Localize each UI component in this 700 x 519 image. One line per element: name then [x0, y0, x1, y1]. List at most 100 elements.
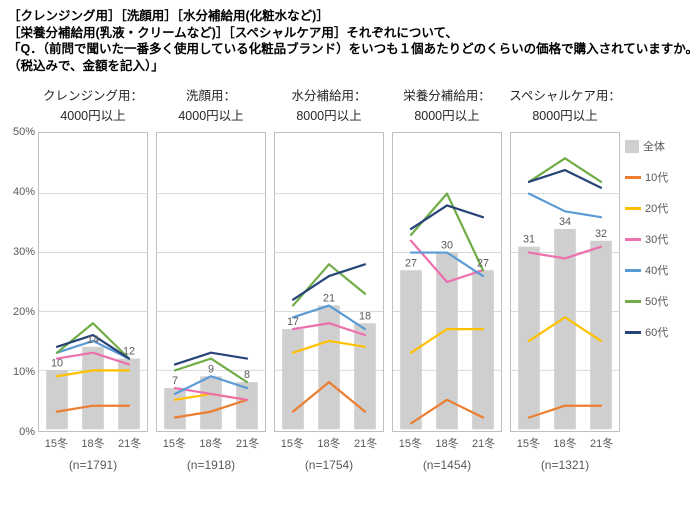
panel-title: 栄養分補給用： 8000円以上: [403, 86, 491, 132]
sample-size-label: (n=1918): [186, 458, 236, 472]
x-tick-label: 21冬: [354, 438, 378, 450]
series-line-60代: [527, 168, 603, 189]
bar-18冬: [554, 228, 576, 430]
panels: クレンジング用： 4000円以上 10 14 12 15冬 18冬 21冬 (n=1791) 洗顔…: [38, 86, 621, 472]
legend-label: 30代: [645, 234, 669, 246]
chart-area: 0% 10% 20% 30% 40% 50% クレンジング用： 4000円以上 10 14 12 1…: [8, 86, 700, 472]
series-line-40代: [173, 375, 249, 396]
panel-title-category: 栄養分補給用：: [403, 89, 491, 103]
series-line-20代: [409, 328, 485, 354]
legend-marker-swatch: [625, 139, 639, 153]
x-axis-labels: 15冬 18冬 21冬: [392, 432, 502, 451]
x-tick-label: 15冬: [398, 438, 422, 450]
legend: 全体 10代 20代 30代 40代 50代 60代: [620, 86, 690, 355]
bar-data-label: 32: [595, 228, 607, 240]
series-line-30代: [527, 245, 603, 260]
legend-marker-line: [625, 268, 641, 272]
y-tick-label: 10%: [12, 366, 35, 378]
series-line-20代: [527, 316, 603, 343]
bar-data-label: 27: [405, 257, 417, 269]
panel-title-price: 4000円以上: [60, 109, 126, 123]
legend-item-10代: 10代: [625, 169, 690, 185]
header-line-1: ［クレンジング用］［洗顔用］［水分補給用(化粧水など)］: [8, 9, 329, 23]
bar-21冬: [354, 323, 376, 430]
x-tick-label: 21冬: [472, 438, 496, 450]
bar-18冬: [318, 305, 340, 430]
x-axis-labels: 15冬 18冬 21冬: [38, 432, 148, 451]
bar-data-label: 31: [523, 234, 535, 246]
y-axis-ticks: 0% 10% 20% 30% 40% 50%: [8, 126, 38, 438]
series-line-40代: [409, 251, 485, 278]
panel-title: 洗顔用： 4000円以上: [178, 86, 243, 132]
legend-marker-line: [625, 206, 641, 210]
legend-spacer: [625, 86, 690, 138]
chart-panel-4: 栄養分補給用： 8000円以上 27 30 27 15冬 18冬 21冬 (n=1454): [392, 86, 502, 472]
question-header: ［クレンジング用］［洗顔用］［水分補給用(化粧水など)］ ［栄養分補給用(乳液・…: [8, 8, 700, 74]
y-tick-label: 50%: [12, 126, 35, 138]
panel-title: スペシャルケア用： 8000円以上: [509, 86, 621, 132]
series-line-20代: [291, 339, 367, 354]
legend-label: 20代: [645, 203, 669, 215]
sample-size-label: (n=1321): [540, 458, 590, 472]
x-tick-label: 15冬: [516, 438, 540, 450]
panel-title-price: 8000円以上: [296, 109, 362, 123]
sample-size-label: (n=1791): [68, 458, 118, 472]
series-line-40代: [291, 304, 367, 331]
y-tick-label: 20%: [12, 306, 35, 318]
panel-title-category: スペシャルケア用：: [509, 89, 621, 103]
panel-title-category: 水分補給用：: [291, 89, 367, 103]
chart-panel-2: 洗顔用： 4000円以上 7 9 8 15冬 18冬 21冬 (n=1918): [156, 86, 266, 472]
plot-area: 10 14 12: [38, 132, 148, 432]
plot-area: 27 30 27: [392, 132, 502, 432]
y-tick-label: 40%: [12, 186, 35, 198]
bar-15冬: [518, 246, 540, 430]
x-tick-label: 18冬: [199, 438, 223, 450]
panel-title-category: クレンジング用：: [42, 89, 143, 103]
legend-marker-line: [625, 175, 641, 179]
panel-title-category: 洗顔用：: [185, 89, 236, 103]
bar-15冬: [400, 270, 422, 430]
legend-label: 60代: [645, 327, 669, 339]
x-axis-labels: 15冬 18冬 21冬: [510, 432, 620, 451]
series-line-10代: [291, 381, 367, 413]
legend-marker-line: [625, 299, 641, 303]
series-line-10代: [409, 398, 485, 425]
series-line-30代: [173, 386, 249, 401]
chart-panel-3: 水分補給用： 8000円以上 17 21 18 15冬 18冬 21冬 (n=1754): [274, 86, 384, 472]
header-line-4: （税込みで、金額を記入）」: [8, 58, 164, 73]
bar-21冬: [118, 358, 140, 430]
legend-marker-line: [625, 237, 641, 241]
panel-title-price: 4000円以上: [178, 109, 244, 123]
bar-data-label: 17: [287, 316, 299, 328]
x-tick-label: 21冬: [236, 438, 260, 450]
legend-item-20代: 20代: [625, 200, 690, 216]
plot-area: 7 9 8: [156, 132, 266, 432]
y-tick-label: 30%: [12, 246, 35, 258]
bar-data-label: 30: [441, 240, 453, 252]
y-tick-label: 0%: [19, 426, 35, 438]
x-tick-label: 15冬: [162, 438, 186, 450]
bar-15冬: [282, 329, 304, 430]
series-line-50代: [527, 157, 603, 183]
bar-data-label: 8: [244, 369, 250, 381]
legend-item-全体: 全体: [625, 138, 690, 154]
legend-label: 10代: [645, 172, 669, 184]
sample-size-label: (n=1454): [422, 458, 472, 472]
legend-label: 50代: [645, 296, 669, 308]
bar-18冬: [436, 252, 458, 430]
series-line-10代: [55, 404, 131, 413]
series-line-20代: [55, 369, 131, 378]
series-line-10代: [527, 404, 603, 419]
panel-title-price: 8000円以上: [532, 109, 598, 123]
y-axis: 0% 10% 20% 30% 40% 50%: [8, 86, 38, 438]
x-tick-label: 15冬: [44, 438, 68, 450]
header-line-3: 「Q．（前問で聞いた一番多く使用している化粧品ブランド）をいつも１個あたりどのく…: [8, 42, 698, 56]
series-line-50代: [173, 357, 249, 384]
legend-items: 全体 10代 20代 30代 40代 50代 60代: [625, 138, 690, 340]
x-tick-label: 18冬: [553, 438, 577, 450]
chart-panel-5: スペシャルケア用： 8000円以上 31 34 32 15冬 18冬 21冬 (n=1321): [509, 86, 621, 472]
chart-panel-1: クレンジング用： 4000円以上 10 14 12 15冬 18冬 21冬 (n=1791): [38, 86, 148, 472]
plot-area: 31 34 32: [510, 132, 620, 432]
bar-18冬: [82, 346, 104, 430]
legend-label: 40代: [645, 265, 669, 277]
